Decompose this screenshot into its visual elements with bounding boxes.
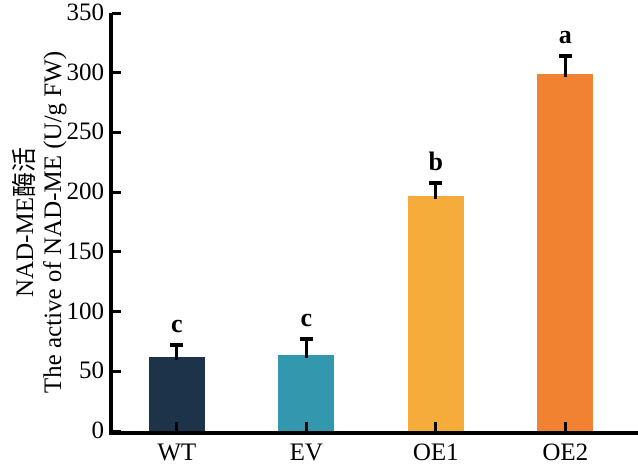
y-tick-50 bbox=[112, 369, 121, 373]
error-bar-stem-WT bbox=[175, 342, 179, 360]
error-bar-cap-OE2 bbox=[558, 53, 572, 58]
y-tick-label-250: 250 bbox=[66, 118, 105, 146]
y-tick-label-350: 350 bbox=[66, 0, 105, 26]
x-tick-label-OE2: OE2 bbox=[542, 439, 589, 466]
y-tick-label-100: 100 bbox=[66, 297, 105, 325]
y-tick-label-300: 300 bbox=[66, 58, 105, 86]
sig-letter-EV: c bbox=[300, 302, 313, 332]
y-tick-350 bbox=[112, 11, 121, 15]
y-tick-label-50: 50 bbox=[79, 357, 104, 385]
x-tick-WT bbox=[175, 422, 179, 431]
sig-letter-WT: c bbox=[170, 308, 183, 338]
bar-WT bbox=[148, 356, 205, 431]
error-bar-stem-OE1 bbox=[434, 181, 438, 199]
y-tick-0 bbox=[112, 429, 121, 433]
x-tick-OE1 bbox=[434, 422, 438, 431]
y-tick-label-200: 200 bbox=[66, 178, 105, 206]
bar-OE2 bbox=[537, 73, 594, 431]
error-bar-cap-WT bbox=[170, 342, 184, 347]
y-tick-label-0: 0 bbox=[91, 417, 105, 444]
error-bar-stem-OE2 bbox=[563, 53, 567, 77]
x-tick-label-EV: EV bbox=[289, 439, 323, 466]
y-tick-150 bbox=[112, 250, 121, 254]
error-bar-stem-EV bbox=[304, 336, 308, 358]
y-tick-100 bbox=[112, 310, 121, 314]
sig-letter-OE2: a bbox=[558, 19, 572, 49]
x-tick-OE2 bbox=[563, 422, 567, 431]
y-tick-200 bbox=[112, 190, 121, 194]
sig-letter-OE1: b bbox=[428, 147, 443, 177]
plot-area bbox=[109, 13, 638, 435]
y-tick-250 bbox=[112, 130, 121, 134]
error-bar-cap-OE1 bbox=[429, 181, 443, 186]
bar-EV bbox=[278, 354, 335, 431]
bar-OE1 bbox=[407, 195, 464, 431]
y-tick-300 bbox=[112, 71, 121, 75]
x-tick-EV bbox=[304, 422, 308, 431]
x-tick-label-WT: WT bbox=[157, 439, 197, 466]
y-tick-label-150: 150 bbox=[66, 237, 105, 265]
x-tick-label-OE1: OE1 bbox=[412, 439, 459, 466]
error-bar-cap-EV bbox=[299, 336, 313, 341]
